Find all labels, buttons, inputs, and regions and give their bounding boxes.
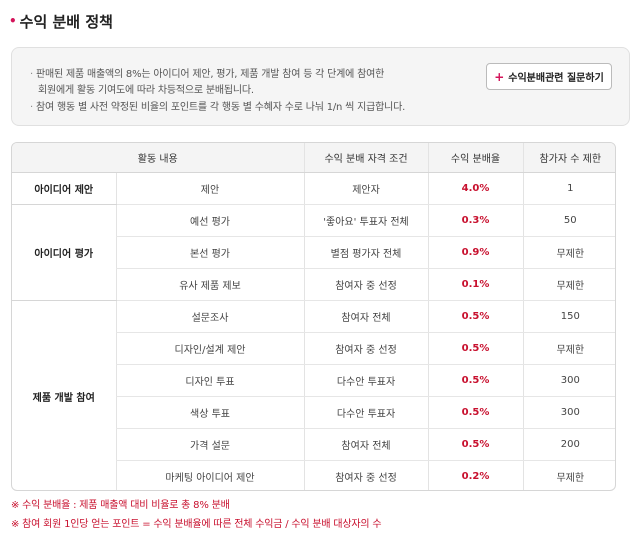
col-header-limit: 참가자 수 제한	[522, 143, 615, 173]
activity-cell: 예선 평가	[115, 204, 305, 237]
table-row: 가격 설문 참여자 전체 0.5% 200	[12, 428, 615, 461]
activity-cell: 설문조사	[115, 300, 305, 333]
plus-icon: +	[494, 69, 505, 84]
condition-cell: 다수안 투표자	[303, 364, 429, 397]
bullet-icon: ·	[30, 69, 33, 80]
rate-cell: 0.5%	[427, 332, 524, 365]
limit-cell: 무제한	[522, 268, 615, 301]
rate-cell: 4.0%	[427, 172, 524, 205]
bullet-icon: ·	[30, 102, 33, 113]
condition-cell: 제안자	[303, 172, 429, 205]
page-title: 수익 분배 정책	[19, 12, 113, 31]
condition-cell: 참여자 전체	[303, 300, 429, 333]
condition-cell: 참여자 중 선정	[303, 460, 429, 490]
activity-cell: 가격 설문	[115, 428, 305, 461]
condition-cell: '좋아요' 투표자 전체	[303, 204, 429, 237]
ask-question-label: 수익분배관련 질문하기	[508, 73, 604, 84]
ask-question-button[interactable]: + 수익분배관련 질문하기	[486, 63, 612, 90]
limit-cell: 1	[522, 172, 615, 205]
table-row: 색상 투표 다수안 투표자 0.5% 300	[12, 396, 615, 429]
category-cell: 아이디어 평가	[12, 204, 116, 301]
activity-cell: 디자인/설계 제안	[115, 332, 305, 365]
limit-cell: 150	[522, 300, 615, 333]
rate-cell: 0.5%	[427, 428, 524, 461]
rate-cell: 0.3%	[427, 204, 524, 237]
table-row: 아이디어 평가 예선 평가 '좋아요' 투표자 전체 0.3% 50	[12, 204, 615, 301]
rate-cell: 0.5%	[427, 364, 524, 397]
limit-cell: 200	[522, 428, 615, 461]
policy-table: 활동 내용 수익 분배 자격 조건 수익 분배율 참가자 수 제한 아이디어 제…	[11, 142, 616, 491]
rate-cell: 0.1%	[427, 268, 524, 301]
table-row: 마케팅 아이디어 제안 참여자 중 선정 0.2% 무제한	[12, 460, 615, 490]
limit-cell: 300	[522, 396, 615, 429]
info-text: 참여 행동 별 사전 약정된 비율의 포인트를 각 행동 별 수혜자 수로 나눠…	[35, 102, 406, 113]
limit-cell: 300	[522, 364, 615, 397]
limit-cell: 50	[522, 204, 615, 237]
category-cell: 제품 개발 참여	[32, 392, 95, 404]
info-line-1: · 판매된 제품 매출액의 8%는 아이디어 제안, 평가, 제품 개발 참여 등…	[30, 65, 384, 80]
rate-cell: 0.2%	[427, 460, 524, 490]
table-row: 제품 개발 참여 설문조사 참여자 전체 0.5% 150	[12, 300, 615, 404]
limit-cell: 무제한	[522, 236, 615, 269]
activity-cell: 본선 평가	[115, 236, 305, 269]
condition-cell: 참여자 전체	[303, 428, 429, 461]
table-row: 디자인 투표 다수안 투표자 0.5% 300	[12, 364, 615, 397]
info-box: · 판매된 제품 매출액의 8%는 아이디어 제안, 평가, 제품 개발 참여 등…	[11, 47, 630, 126]
col-header-condition: 수익 분배 자격 조건	[303, 143, 429, 173]
note-rate: ※ 수익 분배율 : 제품 매출액 대비 비율로 총 8% 분배	[11, 500, 230, 511]
col-header-rate: 수익 분배율	[427, 143, 524, 173]
rate-cell: 0.9%	[427, 236, 524, 269]
info-line-2: 회원에게 활동 기여도에 따라 차등적으로 분배됩니다.	[38, 85, 254, 96]
limit-cell: 무제한	[522, 332, 615, 365]
condition-cell: 다수안 투표자	[303, 396, 429, 429]
limit-cell: 무제한	[522, 460, 615, 490]
activity-cell: 디자인 투표	[115, 364, 305, 397]
condition-cell: 참여자 중 선정	[303, 332, 429, 365]
table-header-row: 활동 내용 수익 분배 자격 조건 수익 분배율 참가자 수 제한	[12, 143, 615, 173]
note-points: ※ 참여 회원 1인당 얻는 포인트 = 수익 분배율에 따른 전체 수익금 /…	[11, 519, 382, 530]
category-cell: 아이디어 제안	[12, 172, 116, 205]
table-row: 아이디어 제안 제안 제안자 4.0% 1	[12, 172, 615, 205]
activity-cell: 마케팅 아이디어 제안	[115, 460, 305, 490]
activity-cell: 제안	[115, 172, 305, 205]
info-text: 판매된 제품 매출액의 8%는 아이디어 제안, 평가, 제품 개발 참여 등 …	[35, 69, 385, 80]
rate-cell: 0.5%	[427, 300, 524, 333]
rate-cell: 0.5%	[427, 396, 524, 429]
table-row: 유사 제품 제보 참여자 중 선정 0.1% 무제한	[12, 268, 615, 301]
condition-cell: 참여자 중 선정	[303, 268, 429, 301]
table-row: 디자인/설계 제안 참여자 중 선정 0.5% 무제한	[12, 332, 615, 365]
page-title-row: • 수익 분배 정책	[9, 11, 113, 31]
activity-cell: 색상 투표	[115, 396, 305, 429]
col-header-activity: 활동 내용	[12, 143, 305, 173]
condition-cell: 별점 평가자 전체	[303, 236, 429, 269]
activity-cell: 유사 제품 제보	[115, 268, 305, 301]
table-row: 본선 평가 별점 평가자 전체 0.9% 무제한	[12, 236, 615, 269]
info-line-3: · 참여 행동 별 사전 약정된 비율의 포인트를 각 행동 별 수혜자 수로 나…	[30, 98, 405, 113]
title-bullet: •	[9, 14, 17, 28]
